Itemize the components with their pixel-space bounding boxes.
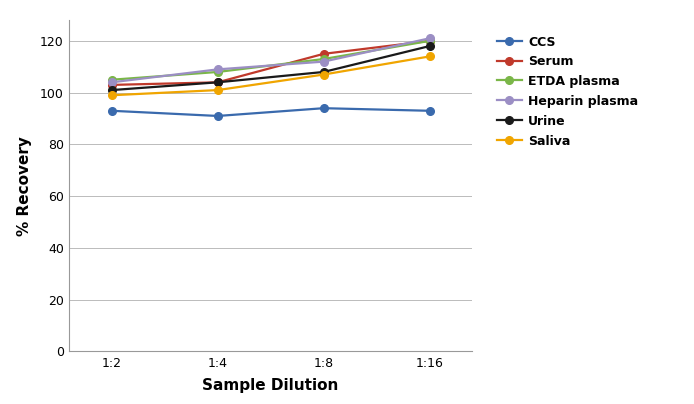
- CCS: [425, 108, 434, 113]
- Y-axis label: % Recovery: % Recovery: [17, 136, 32, 236]
- Heparin plasma: [425, 36, 434, 41]
- Urine: [108, 88, 116, 93]
- Serum: [108, 82, 116, 87]
- Heparin plasma: [319, 59, 328, 64]
- Saliva: [425, 54, 434, 59]
- Urine: [214, 80, 222, 85]
- ETDA plasma: [425, 38, 434, 43]
- CCS: [214, 114, 222, 118]
- ETDA plasma: [108, 77, 116, 82]
- Line: Serum: Serum: [108, 37, 433, 89]
- CCS: [108, 108, 116, 113]
- Serum: [319, 51, 328, 56]
- Line: Heparin plasma: Heparin plasma: [108, 34, 433, 86]
- Line: Saliva: Saliva: [108, 53, 433, 99]
- X-axis label: Sample Dilution: Sample Dilution: [203, 379, 339, 393]
- ETDA plasma: [319, 57, 328, 61]
- Serum: [214, 80, 222, 85]
- Serum: [425, 38, 434, 43]
- ETDA plasma: [214, 69, 222, 74]
- Urine: [319, 69, 328, 74]
- CCS: [319, 106, 328, 111]
- Line: CCS: CCS: [108, 104, 433, 120]
- Urine: [425, 44, 434, 48]
- Saliva: [108, 93, 116, 98]
- Line: Urine: Urine: [108, 42, 433, 94]
- Heparin plasma: [214, 67, 222, 72]
- Heparin plasma: [108, 80, 116, 85]
- Saliva: [319, 72, 328, 77]
- Saliva: [214, 88, 222, 93]
- Legend: CCS, Serum, ETDA plasma, Heparin plasma, Urine, Saliva: CCS, Serum, ETDA plasma, Heparin plasma,…: [494, 33, 641, 150]
- Line: ETDA plasma: ETDA plasma: [108, 37, 433, 84]
